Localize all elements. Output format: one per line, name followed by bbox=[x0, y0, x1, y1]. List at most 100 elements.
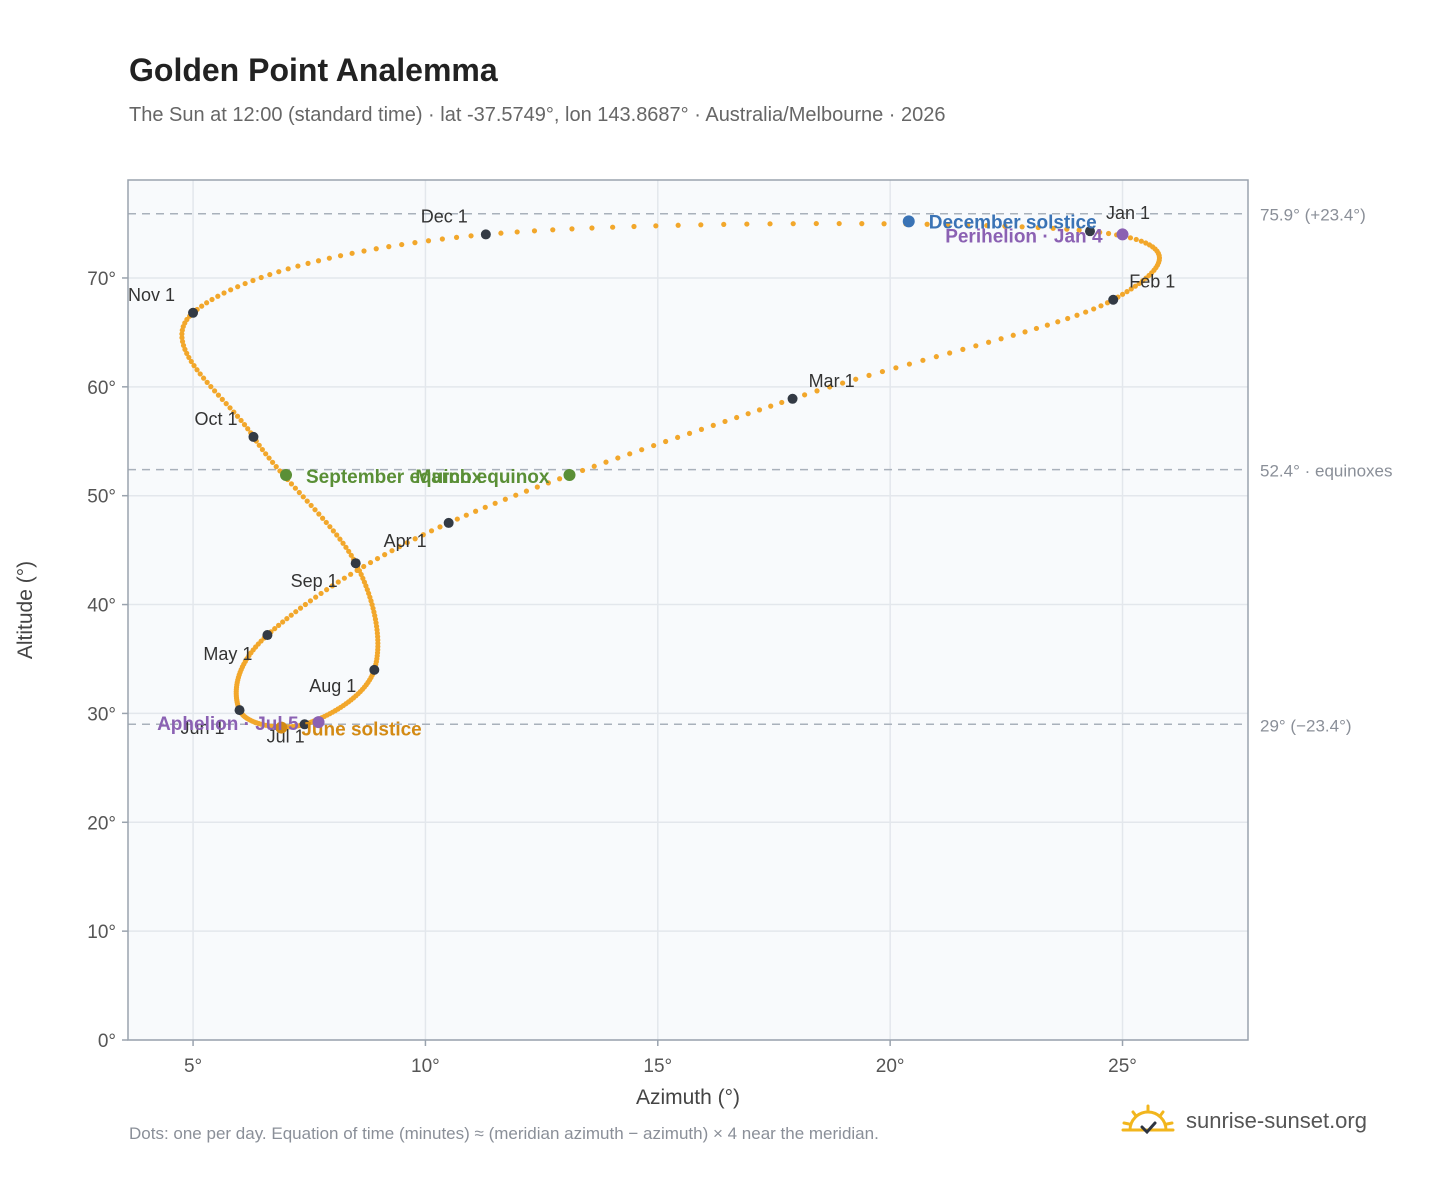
reference-line-label: 52.4° · equinoxes bbox=[1260, 462, 1393, 481]
day-dot bbox=[324, 587, 330, 593]
day-dot bbox=[228, 287, 234, 293]
day-dot bbox=[404, 540, 410, 546]
day-dot bbox=[340, 540, 346, 546]
event-label: June solstice bbox=[301, 720, 421, 741]
day-dot bbox=[1105, 230, 1112, 237]
day-dot bbox=[318, 590, 324, 597]
plot-area bbox=[128, 180, 1248, 1040]
day-dot bbox=[425, 238, 432, 244]
day-dot bbox=[639, 447, 645, 453]
day-dot bbox=[386, 244, 392, 250]
day-dot bbox=[179, 335, 185, 341]
day-dot bbox=[304, 498, 310, 504]
day-dot bbox=[790, 221, 796, 227]
month-marker bbox=[1084, 226, 1095, 237]
day-dot bbox=[1136, 280, 1142, 287]
day-dot bbox=[859, 221, 865, 227]
day-dot bbox=[367, 559, 374, 566]
day-dot bbox=[280, 619, 286, 625]
day-dot bbox=[579, 467, 586, 474]
day-dot bbox=[745, 411, 751, 417]
event-label: September equinox bbox=[306, 467, 483, 488]
day-dot bbox=[514, 229, 520, 235]
month-label: Apr 1 bbox=[384, 531, 427, 551]
day-dot bbox=[453, 234, 460, 240]
month-marker bbox=[262, 630, 273, 641]
brand[interactable]: sunrise-sunset.org bbox=[1120, 1103, 1367, 1139]
day-dot bbox=[550, 227, 556, 233]
day-dot bbox=[802, 392, 808, 398]
day-dot bbox=[412, 536, 418, 542]
day-dot bbox=[204, 300, 210, 306]
day-dot bbox=[1002, 223, 1008, 229]
day-dot bbox=[188, 358, 194, 365]
day-dot bbox=[1065, 315, 1071, 322]
day-dot bbox=[223, 401, 229, 407]
day-dot bbox=[945, 222, 951, 228]
day-dot bbox=[238, 417, 244, 424]
day-dot bbox=[382, 552, 388, 558]
day-dot bbox=[502, 496, 508, 502]
day-dot bbox=[531, 228, 538, 234]
day-dot bbox=[316, 511, 322, 517]
day-dot bbox=[534, 484, 540, 490]
day-dot bbox=[779, 399, 785, 406]
month-marker bbox=[234, 705, 245, 716]
day-dot bbox=[343, 544, 349, 550]
day-dot bbox=[437, 524, 443, 530]
day-dot bbox=[204, 379, 210, 385]
axis-ticks: 5° 10° 15° 20° 25° 0° 10° 20° 30° 40° 50° 60° 70° bbox=[87, 269, 1137, 1077]
day-dot bbox=[627, 451, 633, 457]
x-axis-label: Azimuth (°) bbox=[636, 1086, 740, 1109]
event-marker bbox=[275, 721, 288, 734]
day-dot bbox=[906, 361, 913, 367]
day-dot bbox=[1035, 224, 1041, 231]
day-dot bbox=[744, 221, 750, 227]
month-label: Feb 1 bbox=[1129, 272, 1175, 292]
day-dot bbox=[631, 223, 637, 230]
event-marker bbox=[563, 469, 576, 482]
month-marker bbox=[787, 393, 798, 404]
day-dot bbox=[1091, 306, 1097, 312]
day-dot bbox=[334, 532, 340, 538]
day-dot bbox=[721, 221, 727, 228]
day-dot bbox=[482, 504, 488, 510]
month-marker bbox=[350, 558, 361, 569]
x-tick-label: 10° bbox=[411, 1056, 440, 1077]
day-dot bbox=[361, 248, 367, 254]
day-dot bbox=[305, 260, 311, 266]
day-dot bbox=[323, 519, 329, 526]
day-dot bbox=[212, 388, 218, 394]
day-dot bbox=[1128, 286, 1134, 292]
day-dot bbox=[1022, 329, 1028, 335]
day-dot bbox=[1127, 235, 1134, 241]
day-dot bbox=[313, 594, 319, 600]
day-dot bbox=[734, 414, 740, 421]
month-label: Mar 1 bbox=[809, 371, 855, 391]
day-dot bbox=[933, 354, 939, 360]
day-dot bbox=[191, 363, 197, 369]
day-dot bbox=[250, 277, 256, 284]
day-dot bbox=[428, 528, 435, 534]
y-tick-label: 50° bbox=[87, 487, 116, 508]
day-dot bbox=[853, 376, 859, 382]
day-dot bbox=[285, 266, 291, 272]
day-dot bbox=[813, 220, 819, 227]
day-dot bbox=[201, 375, 207, 381]
chart-subtitle: The Sun at 12:00 (standard time) · lat -… bbox=[129, 104, 946, 126]
event-label: December solstice bbox=[929, 212, 1097, 233]
day-dot bbox=[836, 220, 842, 227]
month-label: Oct 1 bbox=[194, 409, 237, 429]
event-label: Aphelion · Jul 5 bbox=[157, 714, 299, 735]
day-dot bbox=[615, 455, 621, 461]
day-dot bbox=[373, 246, 379, 252]
day-dot bbox=[984, 222, 990, 229]
day-dot bbox=[663, 438, 669, 445]
x-tick-label: 5° bbox=[184, 1056, 202, 1077]
day-dot bbox=[199, 303, 205, 309]
day-dot bbox=[293, 609, 299, 615]
day-dot bbox=[610, 224, 616, 230]
x-tick-label: 15° bbox=[643, 1056, 672, 1077]
day-dot bbox=[1124, 289, 1130, 295]
